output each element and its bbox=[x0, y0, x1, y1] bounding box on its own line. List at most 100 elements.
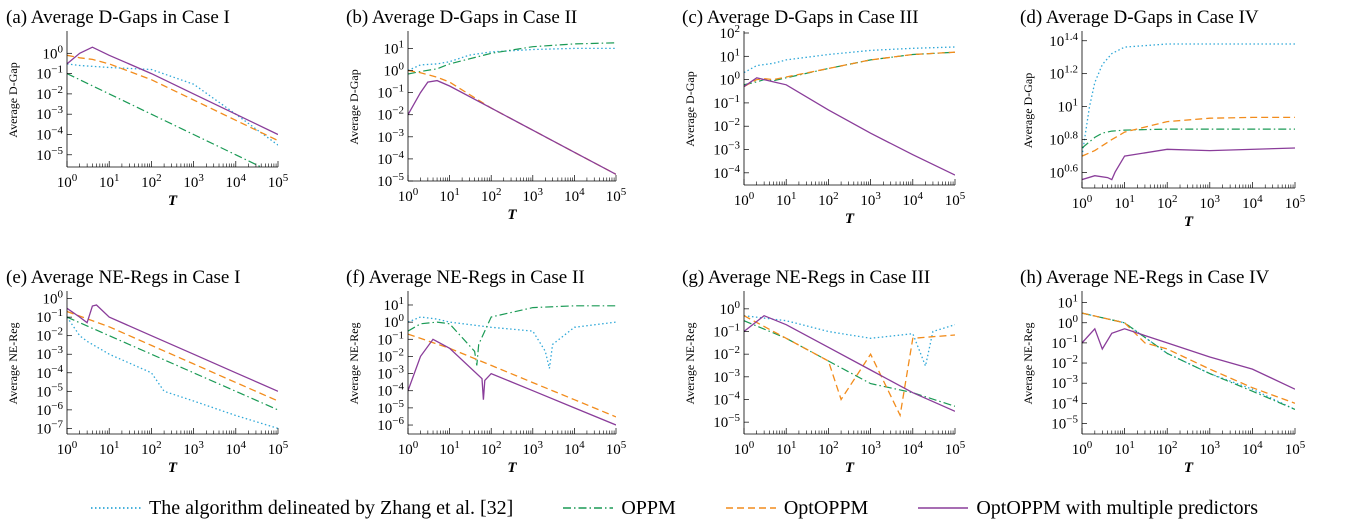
series-line-zhang bbox=[408, 316, 616, 369]
y-tick-label: 10−1 bbox=[377, 329, 404, 348]
x-tick-label: 105 bbox=[945, 439, 966, 458]
series-line-optoppm-multi bbox=[1082, 327, 1295, 390]
y-tick-label: 10−2 bbox=[377, 105, 404, 124]
x-tick-label: 103 bbox=[183, 172, 204, 191]
y-tick-label: 10−4 bbox=[36, 363, 63, 382]
x-tick-label: 101 bbox=[439, 439, 460, 458]
x-tick-label: 105 bbox=[268, 439, 289, 458]
series-line-optoppm bbox=[67, 310, 278, 402]
x-tick-label: 100 bbox=[398, 439, 419, 458]
series-line-optoppm-multi bbox=[744, 314, 955, 412]
y-tick-label: 10−3 bbox=[713, 367, 740, 386]
y-tick-label: 10−2 bbox=[713, 116, 740, 135]
y-tick-label: 10−3 bbox=[377, 127, 404, 146]
x-tick-label: 101 bbox=[776, 439, 797, 458]
y-tick-label: 10−1 bbox=[36, 307, 63, 326]
x-tick-label: 102 bbox=[481, 186, 502, 205]
x-axis-label: T bbox=[1184, 460, 1194, 476]
x-tick-label: 105 bbox=[606, 439, 627, 458]
series-line-oppm bbox=[744, 320, 955, 407]
x-axis-label: T bbox=[845, 460, 855, 476]
x-tick-label: 105 bbox=[268, 172, 289, 191]
x-tick-label: 104 bbox=[226, 172, 247, 191]
chart-panel-3: (c) Average D-Gaps in Case III 100 101 102 1… bbox=[682, 7, 966, 227]
x-tick-label: 101 bbox=[99, 439, 120, 458]
y-tick-label: 10−5 bbox=[36, 145, 63, 164]
y-tick-label: 10−2 bbox=[36, 84, 63, 103]
x-tick-label: 100 bbox=[734, 190, 755, 209]
x-tick-label: 100 bbox=[734, 439, 755, 458]
y-tick-label: 10−1 bbox=[1051, 333, 1078, 352]
y-tick-label: 101 bbox=[384, 38, 405, 57]
y-tick-label: 101 bbox=[384, 295, 405, 314]
y-tick-label: 101 bbox=[720, 46, 741, 65]
x-tick-label: 103 bbox=[523, 439, 544, 458]
chart-title: (e) Average NE-Regs in Case I bbox=[6, 267, 240, 288]
series-line-optoppm bbox=[744, 51, 955, 88]
chart-title: (b) Average D-Gaps in Case II bbox=[346, 7, 577, 28]
y-tick-label: 10−4 bbox=[1051, 393, 1078, 412]
series-line-optoppm-multi bbox=[67, 304, 278, 392]
x-tick-label: 104 bbox=[226, 439, 247, 458]
y-tick-label: 10−5 bbox=[377, 398, 404, 417]
y-tick-label: 10−6 bbox=[377, 415, 404, 434]
series-line-zhang bbox=[1082, 312, 1295, 410]
legend-item-optoppm-multi: OptOPPM with multiple predictors bbox=[918, 497, 1258, 520]
x-tick-label: 103 bbox=[1200, 439, 1221, 458]
legend-label-zhang: The algorithm delineated by Zhang et al.… bbox=[149, 496, 514, 519]
y-tick-label: 10−3 bbox=[36, 104, 63, 123]
legend-swatch-oppm bbox=[563, 507, 614, 509]
x-tick-label: 104 bbox=[1242, 439, 1263, 458]
y-tick-label: 100 bbox=[1058, 313, 1079, 332]
legend: The algorithm delineated by Zhang et al.… bbox=[0, 494, 1349, 522]
x-tick-label: 104 bbox=[564, 439, 585, 458]
y-tick-label: 10−6 bbox=[36, 400, 63, 419]
y-tick-label: 10−4 bbox=[713, 389, 740, 408]
x-tick-label: 103 bbox=[860, 190, 881, 209]
y-tick-label: 10−4 bbox=[36, 124, 63, 143]
x-tick-label: 103 bbox=[523, 186, 544, 205]
x-tick-label: 100 bbox=[1072, 439, 1093, 458]
y-tick-label: 101 bbox=[1058, 97, 1079, 116]
series-line-optoppm bbox=[744, 315, 955, 418]
legend-item-zhang: The algorithm delineated by Zhang et al.… bbox=[91, 497, 513, 520]
x-axis-label: T bbox=[168, 193, 178, 209]
y-tick-label: 10−5 bbox=[36, 381, 63, 400]
series-line-optoppm bbox=[408, 333, 616, 418]
x-tick-label: 104 bbox=[903, 190, 924, 209]
x-tick-label: 102 bbox=[481, 439, 502, 458]
y-tick-label: 101.2 bbox=[1049, 64, 1078, 83]
x-tick-label: 104 bbox=[564, 186, 585, 205]
chart-title: (f) Average NE-Regs in Case II bbox=[346, 267, 585, 288]
x-tick-label: 104 bbox=[1242, 193, 1263, 212]
y-tick-label: 10−1 bbox=[377, 83, 404, 102]
series-line-oppm bbox=[408, 42, 616, 75]
x-tick-label: 100 bbox=[398, 186, 419, 205]
y-axis-label: Average NE-Reg bbox=[683, 322, 697, 404]
y-tick-label: 10−2 bbox=[377, 346, 404, 365]
series-line-optoppm-multi bbox=[408, 338, 616, 426]
x-tick-label: 102 bbox=[818, 190, 839, 209]
x-axis-label: T bbox=[1184, 214, 1194, 230]
x-axis-label: T bbox=[507, 207, 517, 223]
chart-title: (d) Average D-Gaps in Case IV bbox=[1020, 7, 1259, 28]
x-tick-label: 102 bbox=[141, 172, 162, 191]
x-tick-label: 103 bbox=[1200, 193, 1221, 212]
legend-swatch-optoppm-multi bbox=[918, 507, 969, 509]
series-line-optoppm bbox=[1082, 116, 1295, 157]
series-line-optoppm bbox=[67, 54, 278, 142]
x-tick-label: 105 bbox=[1285, 439, 1306, 458]
series-line-zhang bbox=[408, 47, 616, 72]
series-line-zhang bbox=[67, 316, 278, 430]
series-line-oppm bbox=[67, 73, 263, 167]
y-tick-label: 10−7 bbox=[36, 418, 63, 437]
y-tick-label: 10−3 bbox=[36, 344, 63, 363]
x-tick-label: 102 bbox=[1157, 439, 1178, 458]
y-tick-label: 100 bbox=[384, 312, 405, 331]
y-tick-label: 10−4 bbox=[377, 381, 404, 400]
y-tick-label: 10−1 bbox=[36, 64, 63, 83]
